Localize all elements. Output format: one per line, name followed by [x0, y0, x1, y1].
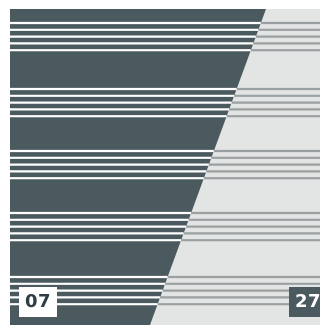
striped-artwork: [10, 9, 320, 325]
artwork-canvas: [10, 9, 320, 325]
number-badge-left: 07: [19, 287, 58, 317]
number-badge-right: 27: [289, 287, 320, 317]
light-panel-stripes: [157, 21, 320, 306]
dark-panel-stripes: [10, 21, 261, 306]
